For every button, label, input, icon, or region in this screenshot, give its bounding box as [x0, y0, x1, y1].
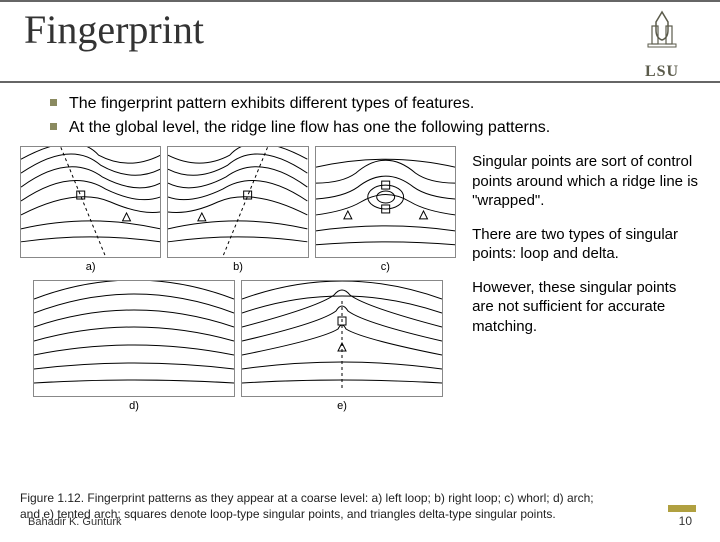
- bullet-square-icon: [50, 99, 57, 106]
- page-number: 10: [679, 514, 692, 528]
- bullet-square-icon: [50, 123, 57, 130]
- bullet-list: The fingerprint pattern exhibits differe…: [0, 83, 720, 146]
- bullet-text: The fingerprint pattern exhibits differe…: [69, 93, 474, 115]
- panel-label: c): [381, 261, 390, 273]
- fig-panel-a: a): [20, 146, 161, 258]
- panel-label: e): [337, 400, 347, 412]
- panel-label: d): [129, 400, 139, 412]
- side-paragraph: There are two types of singular points: …: [472, 225, 700, 264]
- fig-panel-c: c): [315, 146, 456, 258]
- accent-bar: [668, 505, 696, 512]
- panel-label: b): [233, 261, 243, 273]
- side-paragraph: However, these singular points are not s…: [472, 278, 700, 337]
- fig-panel-b: b): [167, 146, 308, 258]
- figures-container: a) b): [20, 146, 456, 419]
- side-paragraph: Singular points are sort of control poin…: [472, 152, 700, 211]
- fig-panel-e: e): [241, 280, 443, 397]
- bullet-text: At the global level, the ridge line flow…: [69, 117, 550, 139]
- bullet-item: At the global level, the ridge line flow…: [50, 117, 690, 139]
- fig-panel-d: d): [33, 280, 235, 397]
- lsu-logo: LSU: [634, 8, 690, 81]
- page-title: Fingerprint: [24, 8, 204, 52]
- bullet-item: The fingerprint pattern exhibits differe…: [50, 93, 690, 115]
- panel-label: a): [86, 261, 96, 273]
- side-text: Singular points are sort of control poin…: [472, 146, 700, 350]
- logo-text: LSU: [634, 63, 690, 81]
- author-name: Bahadir K. Gunturk: [28, 516, 122, 528]
